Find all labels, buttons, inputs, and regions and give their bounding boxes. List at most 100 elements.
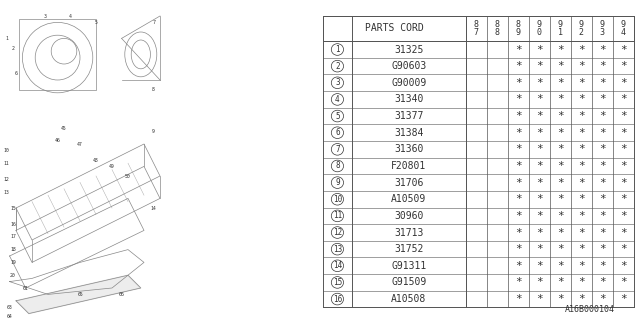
Text: *: *: [599, 128, 605, 138]
Text: *: *: [557, 261, 564, 271]
Text: *: *: [536, 144, 543, 154]
Text: 31384: 31384: [394, 128, 424, 138]
Text: *: *: [557, 111, 564, 121]
Text: 64: 64: [7, 314, 12, 319]
Text: *: *: [515, 161, 522, 171]
Text: 31340: 31340: [394, 94, 424, 104]
Text: *: *: [515, 44, 522, 54]
Text: *: *: [599, 194, 605, 204]
Text: *: *: [557, 244, 564, 254]
Text: *: *: [536, 78, 543, 88]
Text: 49: 49: [109, 164, 115, 169]
Text: *: *: [620, 144, 627, 154]
Text: 1: 1: [335, 45, 340, 54]
Text: 15: 15: [333, 278, 342, 287]
Polygon shape: [16, 275, 141, 314]
Text: *: *: [515, 61, 522, 71]
Text: *: *: [536, 228, 543, 237]
Text: 65: 65: [77, 292, 83, 297]
Text: *: *: [557, 228, 564, 237]
Text: 31360: 31360: [394, 144, 424, 154]
Text: 17: 17: [10, 234, 15, 239]
Text: *: *: [620, 61, 627, 71]
Text: *: *: [536, 44, 543, 54]
Text: *: *: [620, 294, 627, 304]
Text: *: *: [578, 178, 584, 188]
Text: G90009: G90009: [391, 78, 426, 88]
Text: 19: 19: [10, 260, 15, 265]
Text: *: *: [578, 211, 584, 221]
Text: *: *: [536, 261, 543, 271]
Text: *: *: [536, 277, 543, 287]
Text: G91509: G91509: [391, 277, 426, 287]
Text: 11: 11: [333, 212, 342, 220]
Text: 8
8: 8 8: [495, 20, 500, 37]
Bar: [323, 16, 634, 41]
Text: *: *: [620, 78, 627, 88]
Text: 15: 15: [10, 205, 15, 211]
Text: *: *: [536, 128, 543, 138]
Text: 50: 50: [125, 173, 131, 179]
Text: 13: 13: [333, 245, 342, 254]
Text: *: *: [515, 261, 522, 271]
Text: *: *: [536, 294, 543, 304]
Text: *: *: [557, 194, 564, 204]
Text: *: *: [599, 94, 605, 104]
Text: *: *: [536, 194, 543, 204]
Text: *: *: [557, 94, 564, 104]
Text: 13: 13: [4, 189, 9, 195]
Text: *: *: [578, 161, 584, 171]
Text: *: *: [599, 44, 605, 54]
Text: 45: 45: [61, 125, 67, 131]
Text: *: *: [557, 144, 564, 154]
Text: *: *: [578, 228, 584, 237]
Text: *: *: [620, 111, 627, 121]
Text: *: *: [536, 111, 543, 121]
Text: 4: 4: [69, 13, 72, 19]
Text: *: *: [515, 94, 522, 104]
Text: 9
1: 9 1: [557, 20, 563, 37]
Text: 48: 48: [93, 157, 99, 163]
Text: *: *: [515, 228, 522, 237]
Text: G91311: G91311: [391, 261, 426, 271]
Text: *: *: [515, 78, 522, 88]
Text: *: *: [620, 178, 627, 188]
Text: 31713: 31713: [394, 228, 424, 237]
Text: *: *: [515, 277, 522, 287]
Text: 20: 20: [10, 273, 15, 278]
Text: *: *: [578, 44, 584, 54]
Text: *: *: [557, 277, 564, 287]
Text: 9: 9: [335, 178, 340, 187]
Text: 6: 6: [335, 128, 340, 137]
Text: *: *: [599, 178, 605, 188]
Text: 46: 46: [55, 138, 60, 143]
Text: *: *: [557, 178, 564, 188]
Text: 47: 47: [77, 141, 83, 147]
Text: *: *: [515, 144, 522, 154]
Text: 31706: 31706: [394, 178, 424, 188]
Text: 12: 12: [333, 228, 342, 237]
Text: *: *: [599, 61, 605, 71]
Text: *: *: [599, 277, 605, 287]
Text: 31752: 31752: [394, 244, 424, 254]
Text: 31325: 31325: [394, 44, 424, 54]
Text: 10: 10: [4, 148, 9, 153]
Text: 66: 66: [119, 292, 124, 297]
Text: *: *: [578, 111, 584, 121]
Text: 9
4: 9 4: [621, 20, 626, 37]
Text: 8
7: 8 7: [474, 20, 479, 37]
Text: 2: 2: [335, 62, 340, 71]
Text: *: *: [515, 294, 522, 304]
Text: *: *: [620, 128, 627, 138]
Text: *: *: [557, 294, 564, 304]
Text: *: *: [515, 128, 522, 138]
Text: *: *: [536, 161, 543, 171]
Text: *: *: [620, 261, 627, 271]
Text: 5: 5: [95, 20, 97, 25]
Text: *: *: [536, 178, 543, 188]
Text: 16: 16: [10, 221, 15, 227]
Text: *: *: [578, 277, 584, 287]
Text: A10509: A10509: [391, 194, 426, 204]
Text: 16: 16: [333, 295, 342, 304]
Text: *: *: [599, 261, 605, 271]
